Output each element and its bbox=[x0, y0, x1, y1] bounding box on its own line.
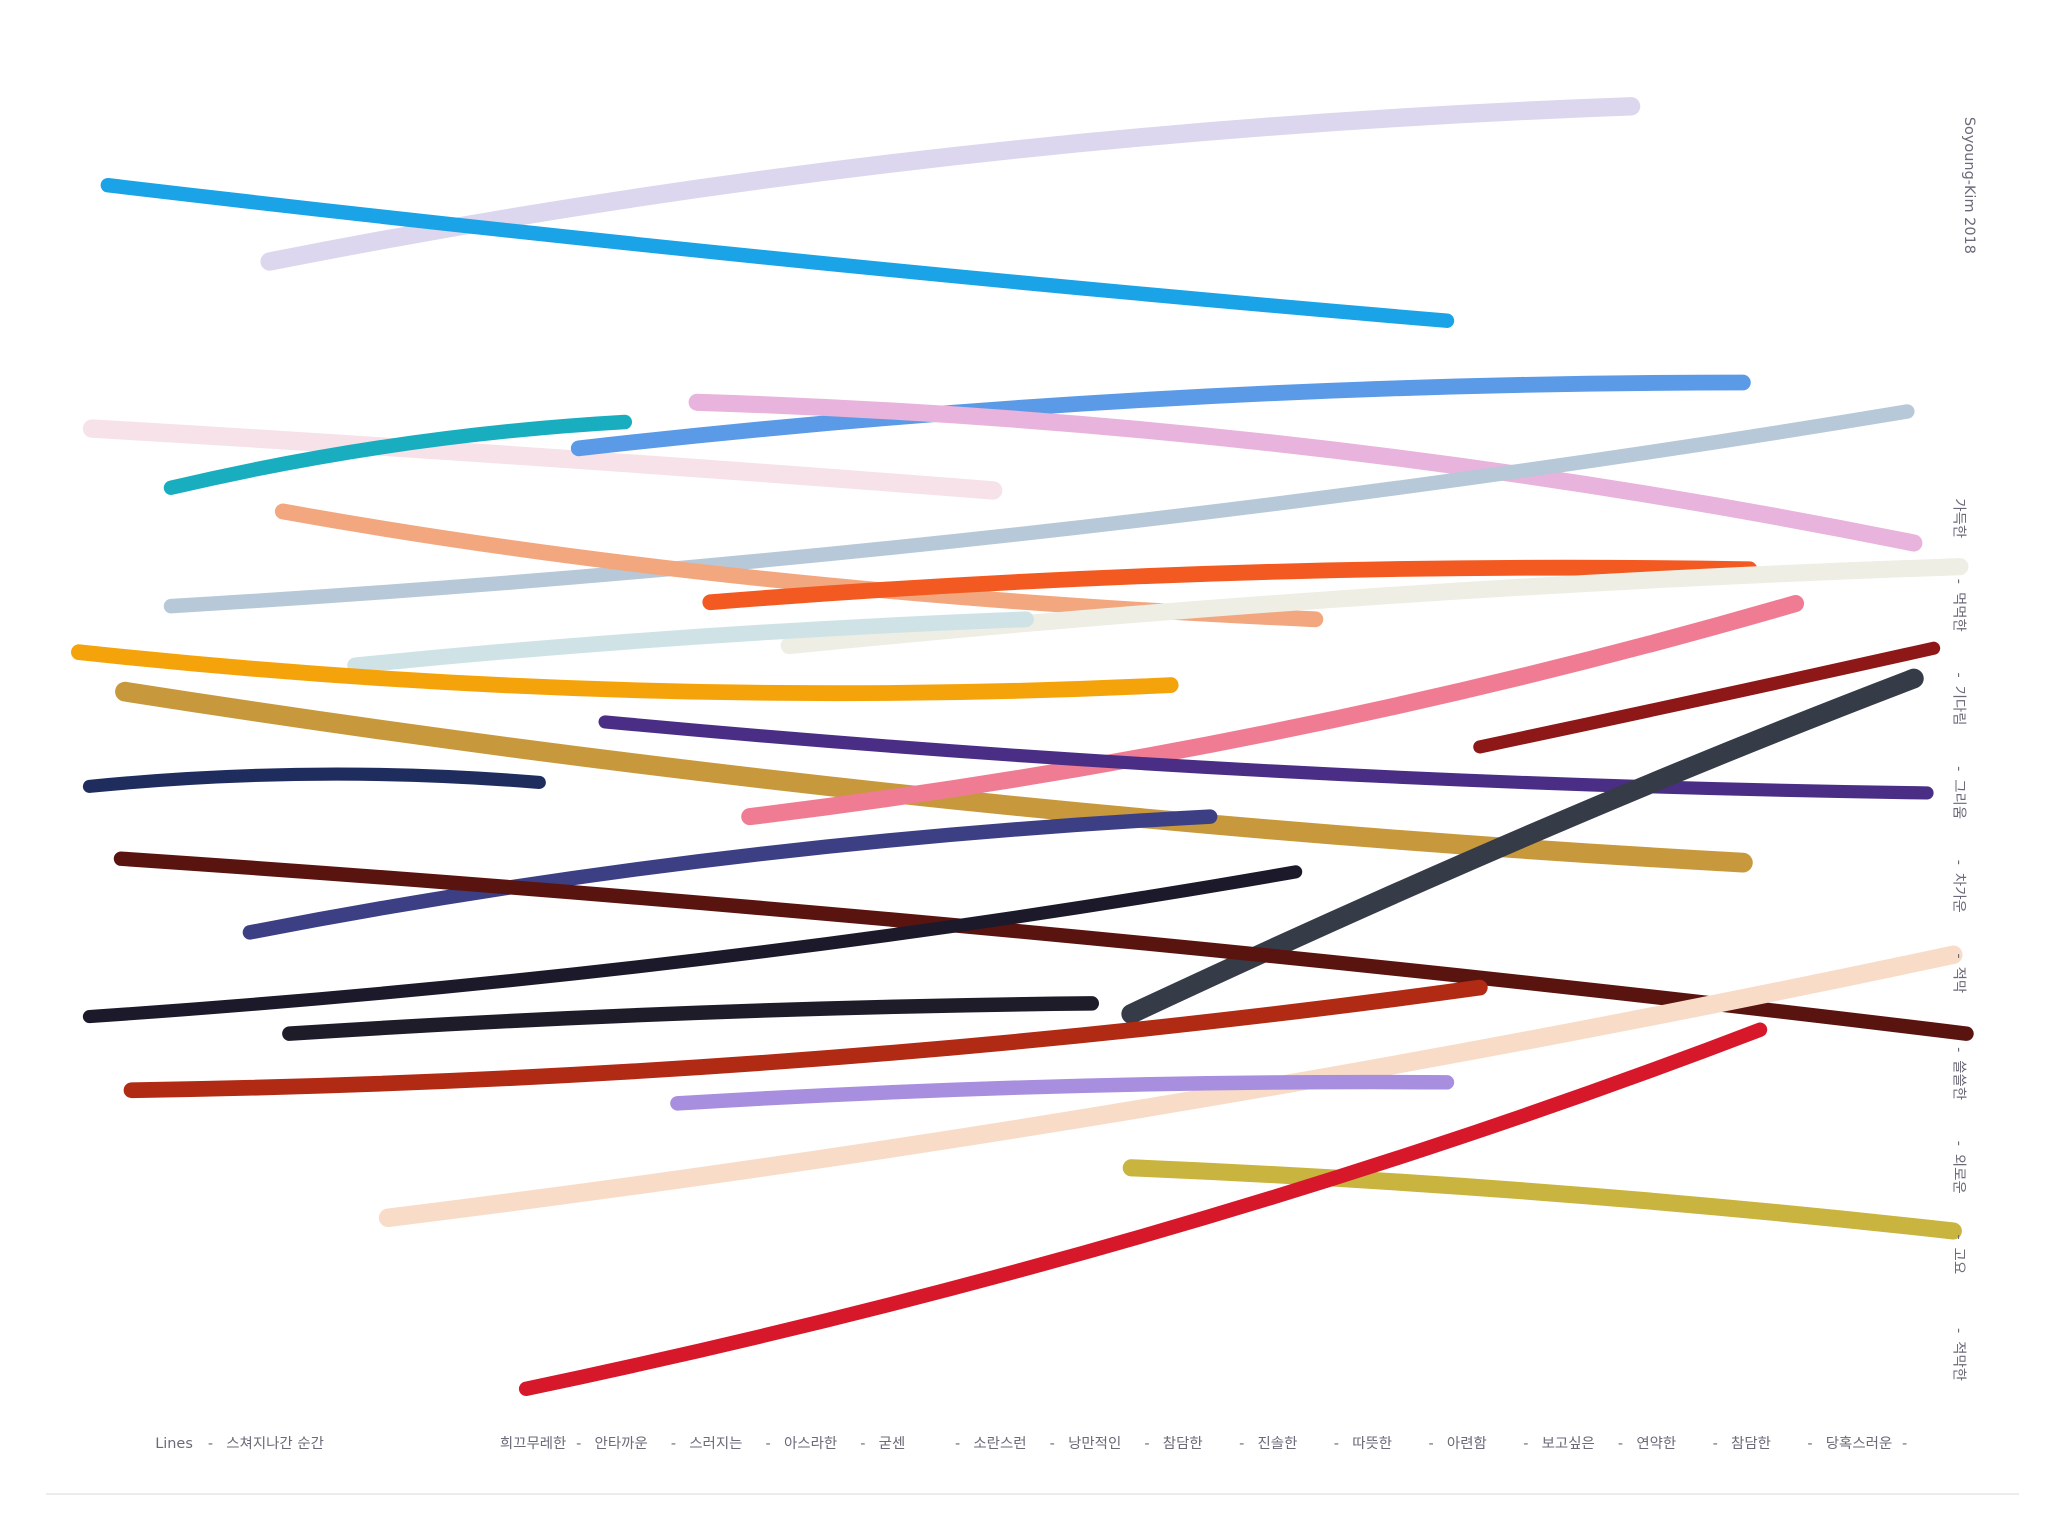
stroke bbox=[163, 404, 1915, 614]
word-separator: - bbox=[1807, 1436, 1812, 1452]
word-separator: - bbox=[860, 1436, 865, 1452]
word: 진솔한 bbox=[1258, 1435, 1298, 1452]
stroke bbox=[670, 1074, 1455, 1111]
word: 참담한 bbox=[1731, 1435, 1771, 1452]
side-separator: - bbox=[1951, 1234, 1967, 1239]
stroke bbox=[518, 1022, 1768, 1397]
word-separator: - bbox=[1902, 1436, 1907, 1452]
stroke bbox=[741, 594, 1805, 826]
side-word: 기다림 bbox=[1951, 686, 1968, 726]
word-separator: - bbox=[1523, 1436, 1528, 1452]
word: 안타까운 bbox=[595, 1435, 648, 1452]
caption-title: Lines bbox=[155, 1436, 193, 1452]
stroke bbox=[1473, 641, 1941, 754]
word-separator: - bbox=[671, 1436, 676, 1452]
word-separator: - bbox=[955, 1436, 960, 1452]
word-separator: - bbox=[1239, 1436, 1244, 1452]
stroke bbox=[82, 865, 1303, 1024]
side-word: 적막한 bbox=[1951, 1341, 1968, 1381]
side-separator: - bbox=[1951, 1328, 1967, 1333]
side-separator: - bbox=[1951, 579, 1967, 584]
word-separator: - bbox=[1144, 1436, 1149, 1452]
stroke bbox=[242, 809, 1218, 940]
word-separator: - bbox=[576, 1436, 581, 1452]
side-word: 쓸쓸한 bbox=[1951, 1060, 1968, 1100]
word: 희끄무레한 bbox=[500, 1435, 567, 1452]
side-separator: - bbox=[1951, 1047, 1967, 1052]
stroke bbox=[347, 611, 1034, 674]
word: 낭만적인 bbox=[1068, 1435, 1121, 1452]
side-word: 차가운 bbox=[1951, 873, 1968, 913]
stroke bbox=[688, 393, 1923, 552]
side-words: 가득한 - 먹먹한 - 기다림 - 그리움 - 차가운 - 적막 - 쓸쓸한 - 외로운 - 고요 - 적막한 bbox=[1951, 498, 1968, 1381]
caption-subtitle: 스쳐지나간 순간 bbox=[226, 1435, 324, 1452]
side-separator: - bbox=[1951, 766, 1967, 771]
signature: Soyoung-Kim 2018 bbox=[1961, 117, 1977, 254]
stroke bbox=[378, 945, 1963, 1228]
word: 굳센 bbox=[879, 1435, 906, 1452]
side-word: 그리움 bbox=[1951, 779, 1968, 819]
side-word: 적막 bbox=[1951, 967, 1968, 994]
caption-separator: - bbox=[208, 1436, 213, 1452]
word-separator: - bbox=[1334, 1436, 1339, 1452]
stroke bbox=[598, 715, 1934, 800]
side-separator: - bbox=[1951, 860, 1967, 865]
side-word: 먹먹한 bbox=[1951, 592, 1968, 632]
side-separator: - bbox=[1951, 672, 1967, 677]
word-separator: - bbox=[1429, 1436, 1434, 1452]
side-word: 고요 bbox=[1951, 1248, 1967, 1275]
stroke bbox=[1122, 1159, 1962, 1240]
word-separator: - bbox=[1713, 1436, 1718, 1452]
word-separator: - bbox=[1050, 1436, 1055, 1452]
word-separator: - bbox=[766, 1436, 771, 1452]
stroke bbox=[82, 767, 546, 793]
side-separator: - bbox=[1951, 1141, 1967, 1146]
strokes bbox=[71, 97, 1974, 1397]
stroke bbox=[100, 177, 1455, 328]
word: 스러지는 bbox=[689, 1435, 742, 1452]
stroke bbox=[163, 414, 633, 496]
stroke bbox=[71, 644, 1179, 702]
word: 당혹스러운 bbox=[1826, 1434, 1893, 1452]
stroke bbox=[282, 996, 1100, 1041]
stroke bbox=[702, 559, 1758, 611]
word: 보고싶은 bbox=[1542, 1435, 1595, 1452]
word: 참담한 bbox=[1163, 1435, 1203, 1452]
word: 소란스런 bbox=[973, 1435, 1026, 1452]
stroke bbox=[123, 979, 1488, 1099]
word: 아스라한 bbox=[784, 1435, 837, 1452]
word: 따뜻한 bbox=[1352, 1435, 1392, 1452]
word: 아련함 bbox=[1447, 1435, 1487, 1452]
stroke bbox=[570, 374, 1751, 457]
side-separator: - bbox=[1951, 953, 1967, 958]
word: 연약한 bbox=[1636, 1435, 1676, 1452]
side-word: 가득한 bbox=[1951, 498, 1968, 538]
stroke bbox=[82, 419, 1003, 500]
word-separator: - bbox=[1618, 1436, 1623, 1452]
word-row: 희끄무레한 - 안타까운 - 스러지는 - 아스라한 - 굳센 - 소란스런 - 낭만적인 - 참담한 - 진솔… bbox=[500, 1434, 1907, 1452]
side-word: 외로운 bbox=[1951, 1154, 1968, 1194]
